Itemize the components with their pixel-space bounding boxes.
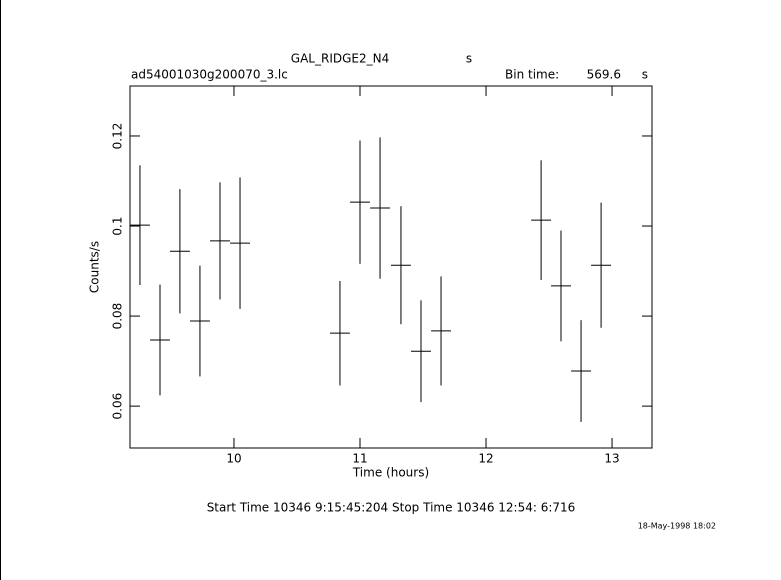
y-tick-label: 0.12 [111, 123, 125, 150]
x-tick-label: 10 [226, 452, 241, 466]
x-tick-label: 13 [604, 452, 619, 466]
x-tick-label: 11 [352, 452, 367, 466]
bin-time: 569.6 [587, 68, 621, 82]
footer: Start Time 10346 9:15:45:204 Stop Time 1… [207, 501, 576, 515]
y-axis-label: Counts/s [88, 241, 102, 293]
chart-title: GAL_RIDGE2_N4 [291, 52, 389, 66]
y-tick-label: 0.08 [111, 303, 125, 330]
x-axis-label: Time (hours) [352, 466, 429, 480]
plot-frame [129, 85, 653, 449]
y-tick-label: 0.1 [111, 216, 125, 235]
x-tick-label: 12 [478, 452, 493, 466]
title-unit: s [466, 52, 472, 66]
date-stamp: 18-May-1998 18:02 [638, 522, 716, 531]
bin-time-unit: s [642, 68, 648, 82]
bin-time-label: Bin time: [505, 68, 559, 82]
y-tick-label: 0.06 [111, 393, 125, 420]
file-name: ad54001030g200070_3.lc [131, 68, 288, 82]
